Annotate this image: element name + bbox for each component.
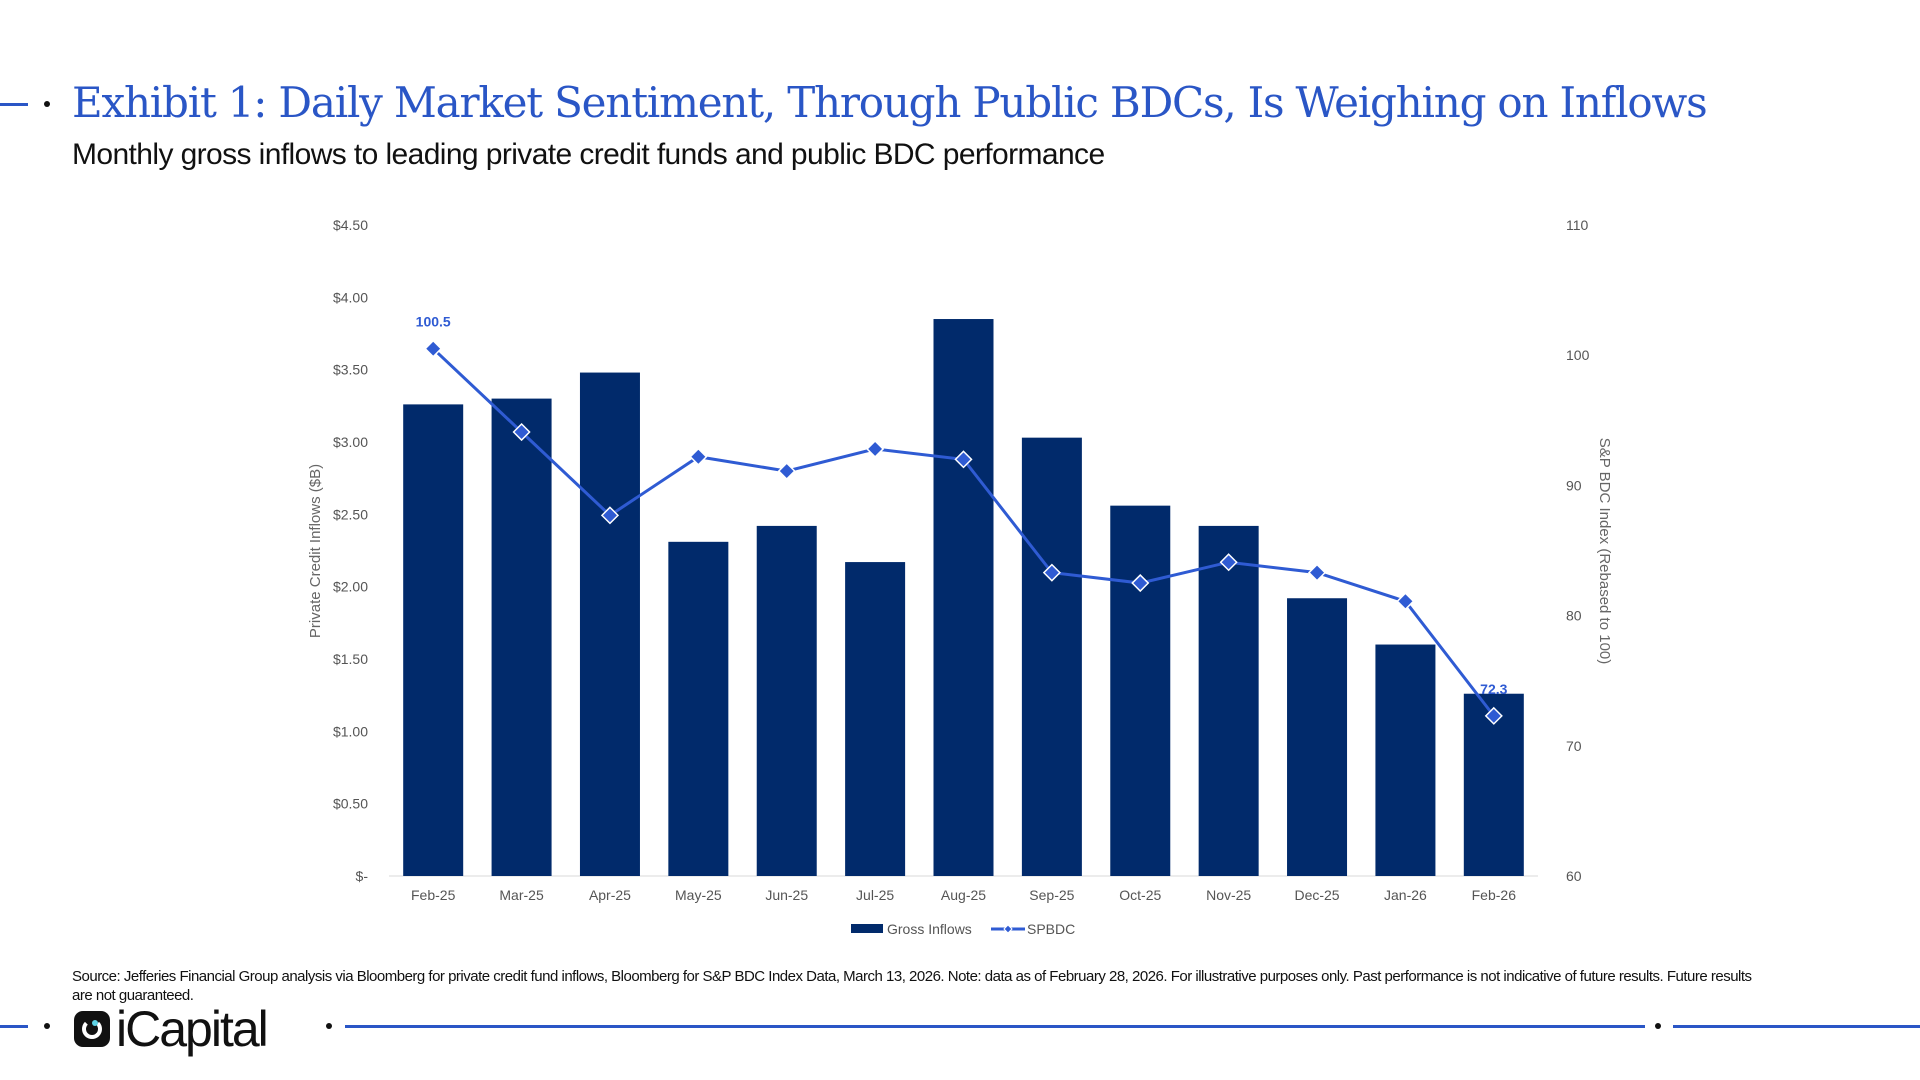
y-tick-label: $2.50 — [333, 506, 368, 522]
header-accent-line — [0, 103, 28, 106]
header-bullet — [44, 101, 50, 107]
legend-label-gross-inflows: Gross Inflows — [887, 921, 972, 937]
chart: $- $0.50 $1.00 $1.50 $2.00 $2.50 $3.00 $3.50 $4.… — [307, 217, 1613, 937]
x-tick-label: Jun-25 — [765, 887, 808, 903]
legend-swatch-gross-inflows — [851, 924, 883, 933]
x-tick-label: Oct-25 — [1119, 887, 1161, 903]
bar-gross-inflows-May-25 — [668, 541, 729, 876]
y-right-axis-title: S&P BDC Index (Rebased to 100) — [1596, 438, 1613, 665]
y-tick-label: $0.50 — [333, 796, 368, 812]
spbdc-point-Apr-25 — [600, 506, 620, 525]
x-tick-label: Mar-25 — [499, 887, 544, 903]
icapital-logo-icon — [74, 1011, 110, 1047]
x-tick-label: Jul-25 — [856, 887, 894, 903]
footer-bullet — [1655, 1023, 1661, 1029]
bar-gross-inflows-Oct-25 — [1110, 505, 1171, 876]
x-tick-label: Dec-25 — [1294, 887, 1339, 903]
bar-gross-inflows-Jan-26 — [1375, 644, 1436, 876]
bar-gross-inflows-Jun-25 — [756, 525, 817, 876]
y-right-tick-label: 90 — [1566, 477, 1582, 493]
bar-gross-inflows-Apr-25 — [579, 372, 640, 876]
y-tick-label: $3.00 — [333, 434, 368, 450]
y-tick-label: $4.00 — [333, 289, 368, 305]
spbdc-point-Mar-25 — [512, 422, 531, 442]
spbdc-point-Dec-25 — [1307, 563, 1327, 582]
y-tick-label: $1.00 — [333, 723, 368, 739]
spbdc-point-Aug-25 — [954, 450, 973, 469]
y-right-tick-label: 80 — [1566, 608, 1582, 624]
bar-gross-inflows-Dec-25 — [1287, 598, 1348, 876]
y-tick-label: $2.00 — [333, 579, 368, 595]
footer-bullet — [44, 1023, 50, 1029]
logo-wordmark: iCapital — [116, 1001, 269, 1057]
footer-line — [345, 1025, 1645, 1028]
spbdc-point-May-25 — [689, 447, 708, 466]
x-tick-label: Feb-26 — [1472, 887, 1517, 903]
legend-marker-spbdc — [1003, 924, 1013, 934]
x-tick-label: Aug-25 — [941, 887, 986, 903]
y-axis-title: Private Credit Inflows ($B) — [307, 464, 324, 638]
bar-gross-inflows-Sep-25 — [1021, 437, 1082, 876]
y-tick-label: $- — [356, 868, 369, 884]
legend-label-spbdc: SPBDC — [1027, 921, 1075, 937]
x-tick-label: May-25 — [675, 887, 722, 903]
spbdc-point-Sep-25 — [1042, 563, 1061, 582]
footer-line-left — [0, 1025, 28, 1028]
y-right-tick-label: 110 — [1566, 217, 1589, 233]
spbdc-point-Jul-25 — [866, 439, 885, 459]
bar-gross-inflows-Feb-25 — [403, 404, 464, 876]
spbdc-point-Nov-25 — [1219, 553, 1238, 572]
bar-gross-inflows-Mar-25 — [491, 398, 552, 876]
spbdc-point-Oct-25 — [1131, 573, 1150, 593]
spbdc-point-Feb-26 — [1484, 706, 1503, 725]
data-label: 72.3 — [1480, 681, 1507, 697]
data-label: 100.5 — [416, 314, 451, 330]
bar-gross-inflows-Nov-25 — [1198, 525, 1259, 876]
x-tick-label: Nov-25 — [1206, 887, 1251, 903]
x-tick-label: Feb-25 — [411, 887, 456, 903]
bar-gross-inflows-Aug-25 — [933, 319, 994, 876]
icapital-logo: iCapital — [74, 1001, 269, 1057]
y-tick-label: $1.50 — [333, 651, 368, 667]
y-tick-label: $3.50 — [333, 362, 368, 378]
y-right-tick-label: 60 — [1566, 868, 1582, 884]
y-tick-label: $4.50 — [333, 217, 368, 233]
footer-line-right — [1673, 1025, 1920, 1028]
x-tick-label: Apr-25 — [589, 887, 631, 903]
y-right-tick-label: 100 — [1566, 347, 1590, 363]
source-note: Source: Jefferies Financial Group analys… — [72, 968, 1752, 1004]
spbdc-point-Jan-26 — [1396, 592, 1415, 611]
x-tick-label: Sep-25 — [1029, 887, 1074, 903]
spbdc-point-Jun-25 — [777, 462, 796, 481]
footer-bullet — [326, 1023, 332, 1029]
y-right-tick-label: 70 — [1566, 738, 1582, 754]
page-subtitle: Monthly gross inflows to leading private… — [72, 138, 1105, 171]
spbdc-point-Feb-25 — [424, 339, 443, 358]
x-tick-label: Jan-26 — [1384, 887, 1427, 903]
page-title: Exhibit 1: Daily Market Sentiment, Throu… — [72, 78, 1708, 127]
bar-gross-inflows-Jul-25 — [845, 562, 906, 876]
